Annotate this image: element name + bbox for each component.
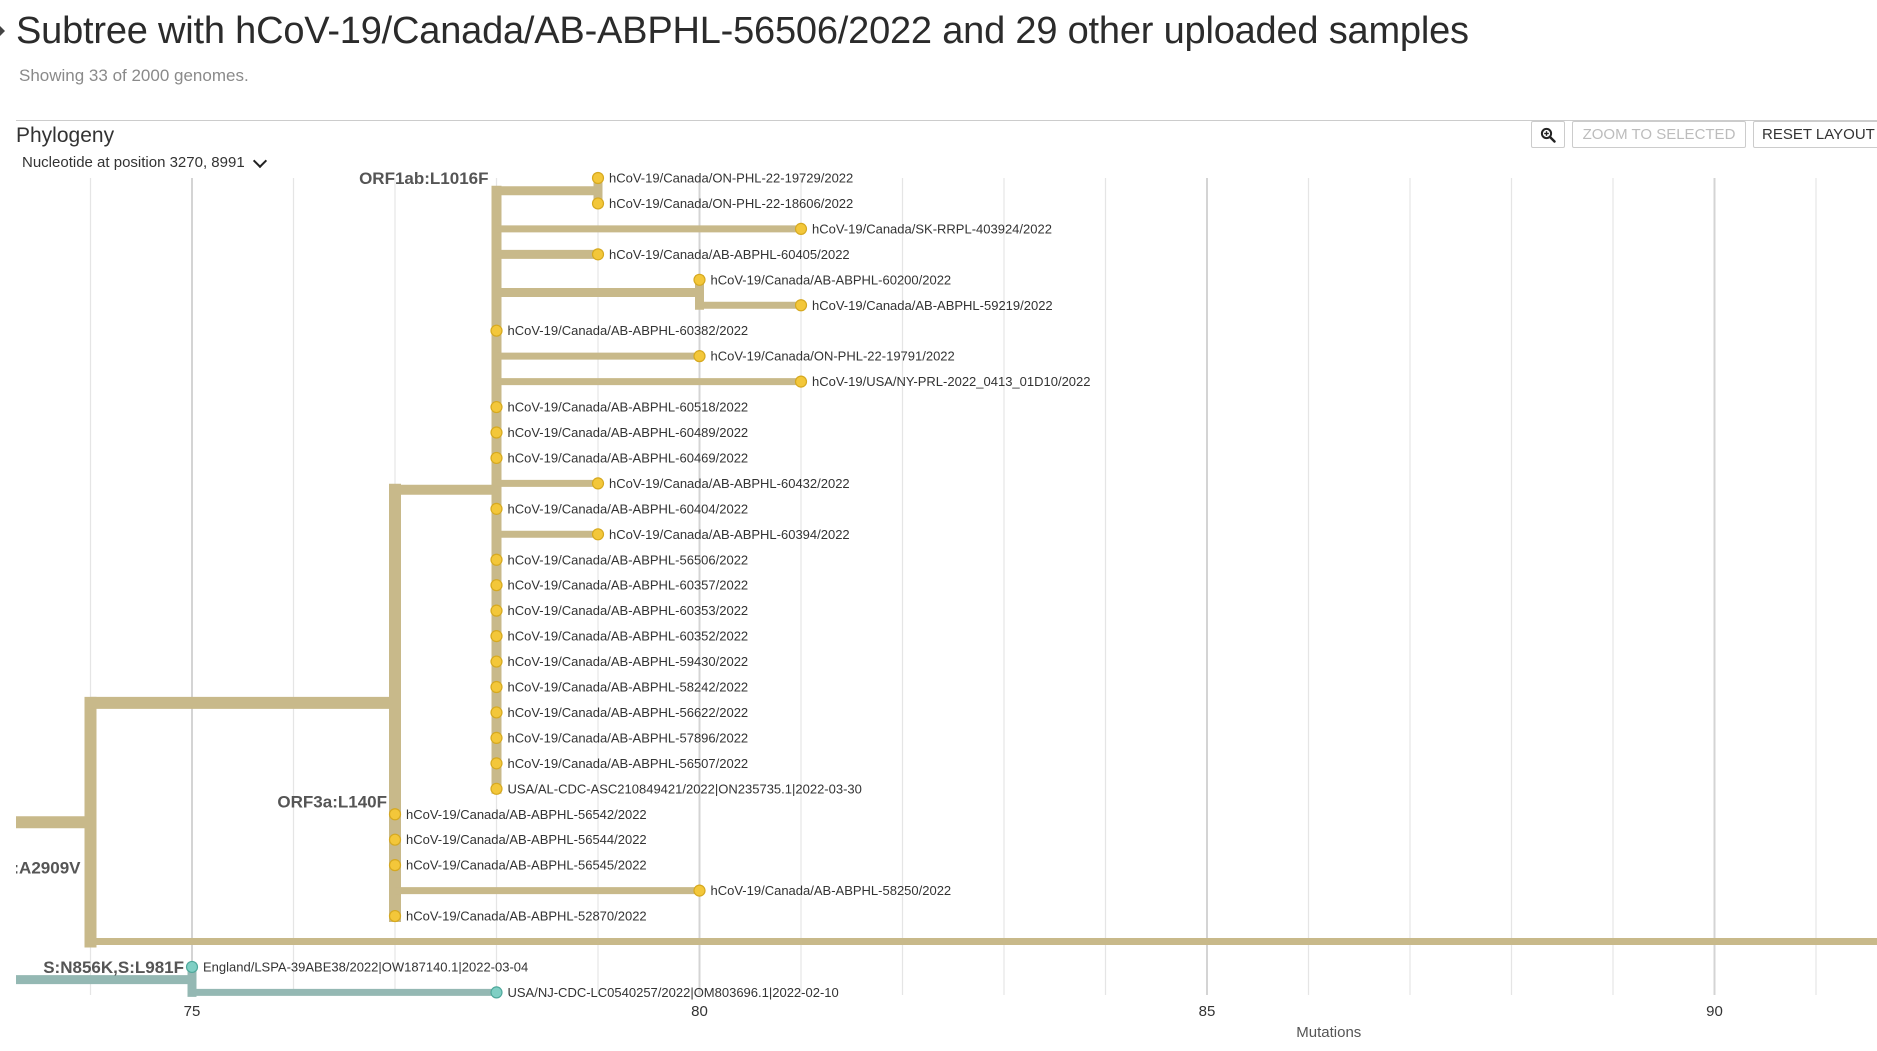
- tip-label[interactable]: hCoV-19/Canada/AB-ABPHL-60518/2022: [508, 400, 749, 415]
- tip-label[interactable]: hCoV-19/Canada/AB-ABPHL-56506/2022: [508, 552, 749, 567]
- tip-node[interactable]: [490, 986, 503, 999]
- tip-node[interactable]: [591, 171, 605, 185]
- branch-mutation-label: ORF1ab:A2909V: [0, 859, 81, 878]
- tip-node[interactable]: [490, 731, 503, 745]
- page-title: Subtree with hCoV-19/Canada/AB-ABPHL-565…: [16, 10, 1469, 52]
- tip-label[interactable]: hCoV-19/Canada/AB-ABPHL-57896/2022: [508, 730, 749, 745]
- tip-node[interactable]: [591, 528, 605, 541]
- tip-label[interactable]: hCoV-19/Canada/AB-ABPHL-58250/2022: [711, 883, 952, 898]
- tip-label[interactable]: hCoV-19/Canada/AB-ABPHL-52870/2022: [406, 909, 647, 924]
- color-by-label: Nucleotide at position 3270, 8991: [22, 154, 245, 171]
- panel-title: Phylogeny: [16, 124, 115, 147]
- tip-label[interactable]: hCoV-19/Canada/AB-ABPHL-60469/2022: [508, 450, 749, 465]
- axis-tick-label: 75: [184, 1003, 201, 1020]
- branch-mutation-label: S:N856K,S:L981F: [43, 958, 184, 977]
- magnifier-icon: [1540, 127, 1556, 143]
- tip-node[interactable]: [693, 273, 706, 286]
- zoom-button[interactable]: [1531, 121, 1565, 148]
- tip-label[interactable]: hCoV-19/Canada/AB-ABPHL-60353/2022: [508, 603, 749, 618]
- color-by-dropdown[interactable]: Nucleotide at position 3270, 8991: [22, 153, 267, 171]
- tip-label[interactable]: hCoV-19/Canada/AB-ABPHL-60382/2022: [508, 323, 749, 338]
- tip-node[interactable]: [490, 502, 503, 515]
- genome-count: Showing 33 of 2000 genomes.: [19, 66, 249, 85]
- tip-node[interactable]: [490, 706, 503, 719]
- tip-label[interactable]: hCoV-19/Canada/ON-PHL-22-19791/2022: [711, 349, 955, 364]
- tip-label[interactable]: hCoV-19/Canada/AB-ABPHL-58242/2022: [508, 680, 749, 695]
- axis-tick-label: 80: [691, 1003, 708, 1020]
- tip-node[interactable]: [490, 782, 503, 795]
- branch-mutation-label: ORF3a:L140F: [277, 793, 387, 812]
- tip-label[interactable]: hCoV-19/Canada/ON-PHL-22-18606/2022: [609, 196, 853, 211]
- reset-layout-button[interactable]: Reset Layout: [1753, 121, 1877, 148]
- tip-label[interactable]: USA/NJ-CDC-LC0540257/2022|OM803696.1|202…: [508, 985, 839, 1000]
- tip-node[interactable]: [490, 426, 503, 439]
- tip-label[interactable]: hCoV-19/Canada/AB-ABPHL-60394/2022: [609, 527, 850, 542]
- tip-label[interactable]: hCoV-19/Canada/AB-ABPHL-60357/2022: [508, 578, 749, 593]
- tip-label[interactable]: hCoV-19/Canada/AB-ABPHL-60200/2022: [711, 272, 952, 287]
- tip-node[interactable]: [388, 808, 402, 821]
- tip-label[interactable]: hCoV-19/Canada/AB-ABPHL-56545/2022: [406, 858, 647, 873]
- tip-node[interactable]: [490, 451, 503, 465]
- tip-label[interactable]: hCoV-19/Canada/AB-ABPHL-59430/2022: [508, 654, 749, 669]
- tip-node[interactable]: [794, 222, 808, 235]
- tip-label[interactable]: hCoV-19/Canada/SK-RRPL-403924/2022: [812, 221, 1052, 236]
- panel-edge-mask: [0, 160, 16, 1000]
- zoom-to-selected-button[interactable]: Zoom to Selected: [1572, 121, 1746, 148]
- tip-node[interactable]: [794, 375, 808, 388]
- tip-node[interactable]: [490, 629, 503, 643]
- tip-label[interactable]: hCoV-19/Canada/ON-PHL-22-19729/2022: [609, 171, 853, 186]
- tip-node[interactable]: [490, 579, 503, 592]
- tip-node[interactable]: [693, 350, 706, 363]
- tip-node[interactable]: [490, 655, 503, 668]
- tip-label[interactable]: hCoV-19/Canada/AB-ABPHL-60489/2022: [508, 425, 749, 440]
- tip-label[interactable]: England/LSPA-39ABE38/2022|OW187140.1|202…: [203, 959, 528, 974]
- x-axis-title: Mutations: [1296, 1024, 1361, 1041]
- collapse-handle-icon[interactable]: [0, 26, 5, 36]
- tip-node[interactable]: [794, 299, 808, 312]
- tip-node[interactable]: [490, 757, 503, 770]
- tip-label[interactable]: hCoV-19/USA/NY-PRL-2022_0413_01D10/2022: [812, 374, 1091, 389]
- tip-node[interactable]: [591, 477, 605, 490]
- axis-tick-label: 90: [1706, 1003, 1723, 1020]
- tip-node[interactable]: [388, 909, 402, 923]
- branch-mutation-label: ORF1ab:L1016F: [359, 169, 488, 188]
- tip-node[interactable]: [185, 960, 199, 974]
- tip-label[interactable]: hCoV-19/Canada/AB-ABPHL-56542/2022: [406, 807, 647, 822]
- tip-node[interactable]: [490, 604, 503, 617]
- tip-label[interactable]: hCoV-19/Canada/AB-ABPHL-60404/2022: [508, 501, 749, 516]
- tip-label[interactable]: hCoV-19/Canada/AB-ABPHL-56544/2022: [406, 832, 647, 847]
- axis-tick-label: 85: [1199, 1003, 1216, 1020]
- tip-node[interactable]: [490, 553, 503, 566]
- tip-label[interactable]: USA/AL-CDC-ASC210849421/2022|ON235735.1|…: [508, 781, 862, 796]
- tip-node[interactable]: [591, 248, 605, 261]
- tip-node[interactable]: [490, 680, 503, 694]
- section-divider: [16, 120, 1877, 121]
- tip-node[interactable]: [388, 833, 402, 846]
- tip-node[interactable]: [490, 324, 503, 337]
- tip-label[interactable]: hCoV-19/Canada/AB-ABPHL-56507/2022: [508, 756, 749, 771]
- tip-label[interactable]: hCoV-19/Canada/AB-ABPHL-56622/2022: [508, 705, 749, 720]
- tip-label[interactable]: hCoV-19/Canada/AB-ABPHL-60405/2022: [609, 247, 850, 262]
- tip-label[interactable]: hCoV-19/Canada/AB-ABPHL-59219/2022: [812, 298, 1053, 313]
- tip-node[interactable]: [388, 859, 402, 872]
- tip-label[interactable]: hCoV-19/Canada/AB-ABPHL-60352/2022: [508, 629, 749, 644]
- tip-node[interactable]: [693, 884, 706, 897]
- tip-node[interactable]: [490, 400, 503, 414]
- tip-label[interactable]: hCoV-19/Canada/AB-ABPHL-60432/2022: [609, 476, 850, 491]
- tip-node[interactable]: [591, 197, 605, 210]
